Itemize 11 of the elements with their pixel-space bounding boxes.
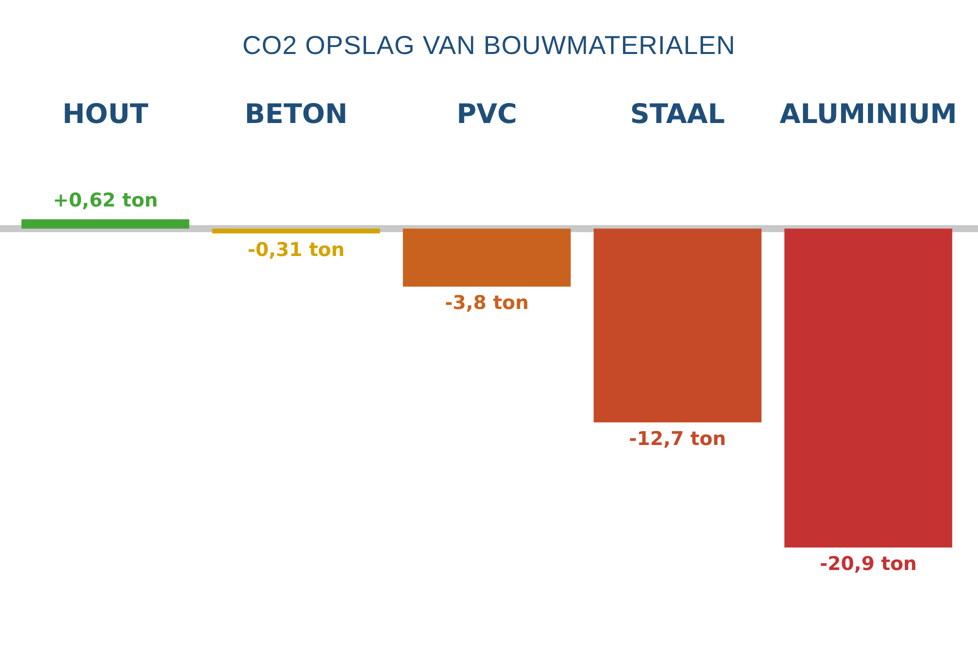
x-tick-label: PVC (456, 99, 518, 130)
x-tick-label: STAAL (630, 99, 725, 130)
data-label: +0,62 ton (52, 190, 158, 212)
chart-title: CO2 OPSLAG VAN BOUWMATERIALEN (241, 29, 737, 62)
x-tick-label: BETON (244, 99, 348, 130)
data-label: -20,9 ton (820, 552, 917, 575)
data-label: -3,8 ton (444, 292, 529, 314)
x-tick-label: HOUT (62, 99, 149, 130)
data-label: -12,7 ton (629, 428, 726, 450)
x-tick-label: ALUMINIUM (780, 99, 958, 130)
data-label: -0,31 ton (248, 238, 345, 261)
